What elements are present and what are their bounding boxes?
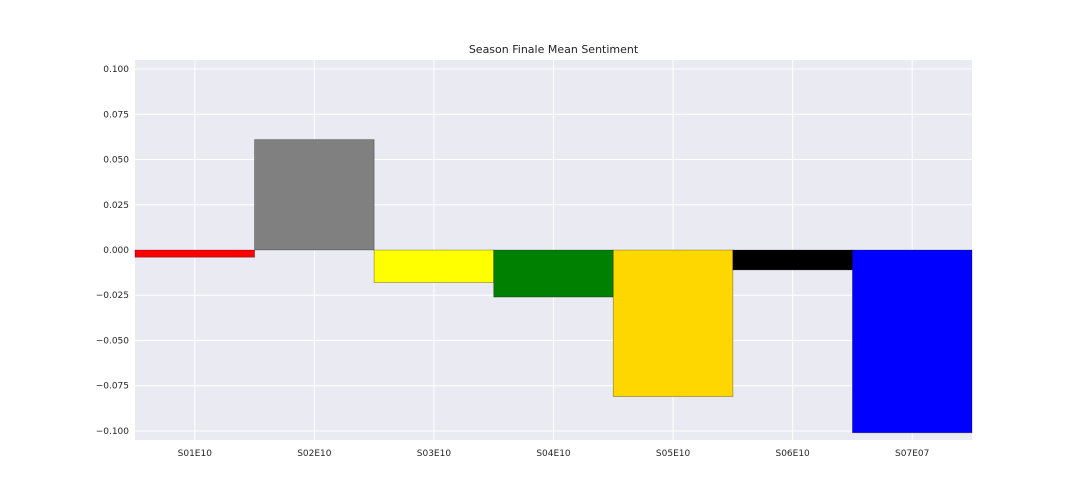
bars (134, 139, 973, 434)
y-tick-label: 0.025 (103, 201, 129, 211)
y-tick-label: −0.050 (96, 336, 130, 346)
y-axis-ticks: 0.100 0.075 0.050 0.025 0.000 −0.025 −0.050 −0.… (96, 65, 130, 437)
y-tick-label: −0.025 (96, 291, 129, 301)
y-tick-label: 0.050 (103, 156, 129, 166)
y-tick-label: 0.075 (103, 110, 129, 120)
x-tick-label: S01E10 (178, 449, 213, 459)
bar-s04e10 (493, 249, 614, 298)
bar-s03e10 (373, 249, 495, 283)
bar-s02e10 (254, 139, 375, 251)
x-tick-label: S04E10 (536, 449, 571, 459)
chart-title: Season Finale Mean Sentiment (469, 43, 639, 56)
x-tick-label: S06E10 (775, 449, 810, 459)
x-axis-ticks: S01E10 S02E10 S03E10 S04E10 S05E10 S06E10 S07E… (178, 449, 930, 459)
x-tick-label: S05E10 (656, 449, 691, 459)
bar-s05e10 (612, 249, 734, 397)
bar-s01e10 (134, 249, 255, 258)
x-tick-label: S07E07 (895, 449, 929, 459)
y-tick-label: −0.075 (96, 382, 129, 392)
bar-s06e10 (732, 249, 853, 271)
y-tick-label: 0.000 (103, 246, 129, 256)
y-tick-label: 0.100 (103, 65, 129, 75)
x-tick-label: S02E10 (297, 449, 332, 459)
bar-s07e07 (852, 249, 973, 434)
y-tick-label: −0.100 (96, 427, 130, 437)
x-tick-label: S03E10 (417, 449, 452, 459)
